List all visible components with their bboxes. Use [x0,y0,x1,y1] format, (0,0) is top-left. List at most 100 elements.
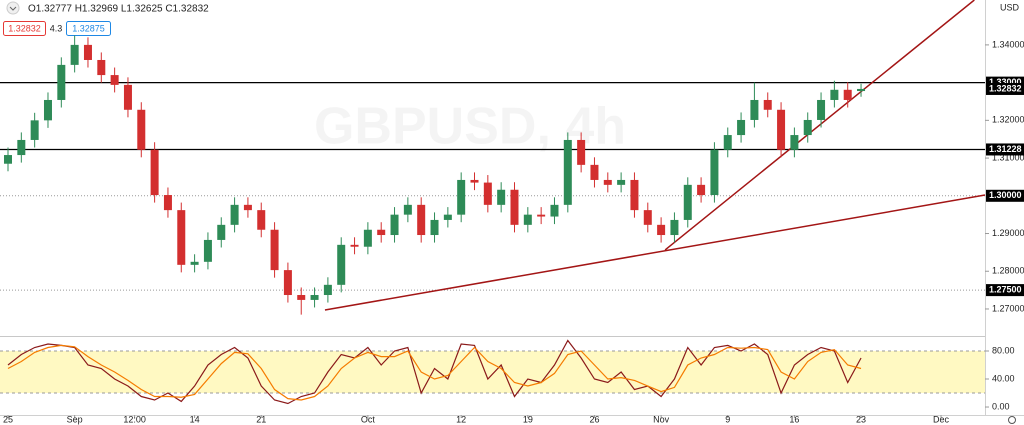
candle-body [483,182,492,205]
settings-button[interactable] [1008,416,1016,424]
candle-body [750,99,759,120]
candle-body [163,195,172,211]
oscillator-line [7,344,862,401]
candle-body [403,204,412,215]
candle-body [523,214,532,225]
candle-body [510,189,519,225]
y-tick-label: 1.29000 [992,228,1024,238]
level-label: 1.27500 [989,284,1022,294]
trendline [324,194,986,311]
candle-body [683,184,692,220]
candle-body [457,179,466,215]
candle-body [137,109,146,150]
y-tick-label: 1.32000 [992,115,1024,125]
x-tick-label: Oct [361,414,376,424]
y-tick-label: 1.34000 [992,39,1024,49]
candle-body [177,210,186,265]
sell-price: 1.32832 [8,23,41,33]
x-tick-label: 25 [3,414,13,424]
buy-button[interactable] [66,21,111,36]
candle-body [537,214,546,217]
candle-body [643,210,652,225]
candle-body [843,89,852,100]
candle-body [763,99,772,110]
candle-body [123,84,132,110]
candle-body [390,214,399,236]
level-label: 1.31228 [989,144,1022,154]
candle-body [550,204,559,217]
level-label: 1.33000 [989,77,1022,87]
candle-body [563,139,572,205]
x-tick-label: 12:00 [123,414,146,424]
osc-y-tick-label: 80.00 [992,345,1015,355]
candle-body [497,189,506,205]
candle-body [830,89,839,100]
candle-body [203,239,212,262]
candle-body [217,224,226,240]
level-label-box [986,284,1024,297]
candle-body [777,109,786,150]
candle-body [270,229,279,271]
candle-body [577,139,586,165]
x-tick-label: 19 [523,414,533,424]
candle-body [230,204,239,225]
sell-button[interactable] [3,21,46,36]
currency-unit[interactable]: USD [1000,2,1020,12]
collapse-button[interactable] [6,1,20,15]
candle-body [323,284,332,296]
x-tick-label: 16 [789,414,799,424]
candle-body [857,88,866,92]
x-tick-label: 14 [190,414,200,424]
candle-body [617,179,626,185]
trendline [664,0,975,251]
candle-body [723,135,732,150]
x-tick-label: 26 [589,414,599,424]
candle-body [603,179,612,185]
candle-body [817,99,826,120]
candle-body [43,99,52,121]
candle-body [697,184,706,196]
candle-body [297,295,306,300]
candle-body [337,244,346,285]
candle-body [257,210,266,230]
oscillator-line [7,339,862,405]
candle-body [803,119,812,136]
candle-body [470,179,479,183]
candle-body [417,204,426,236]
ohlc-legend: O1.32777 H1.32969 L1.32625 C1.32832 [28,4,209,15]
y-tick-label: 1.31000 [992,152,1024,162]
candle-body [283,270,292,296]
watermark: GBPUSD, 4h [314,98,626,156]
candle-body [590,164,599,180]
level-label-box [986,143,1024,156]
candle-body [377,229,386,236]
candle-body [443,214,452,220]
candle-body [350,244,359,247]
x-tick-label: Dec [933,414,950,424]
x-tick-label: Nov [653,414,670,424]
candle-body [363,229,372,247]
candle-body [710,149,719,196]
x-tick-label: 21 [256,414,266,424]
x-tick-label: 12 [456,414,466,424]
candle-body [670,219,679,236]
candle-body [243,204,252,211]
x-tick-label: 9 [725,414,730,424]
candle-body [97,59,106,76]
y-tick-label: 1.28000 [992,266,1024,276]
candle-body [17,139,26,156]
candle-body [83,44,92,60]
collapse-icon [9,6,17,11]
x-tick-label: Sep [67,414,83,424]
candle-body [190,261,199,265]
candle-body [30,120,39,140]
oscillator-band [0,351,985,394]
candle-body [110,75,119,85]
candle-body [430,219,439,236]
candle-body [70,44,79,65]
last-price-label: 1.32832 [989,83,1022,93]
candle-body [57,64,66,100]
spread: 4.3 [50,23,63,33]
